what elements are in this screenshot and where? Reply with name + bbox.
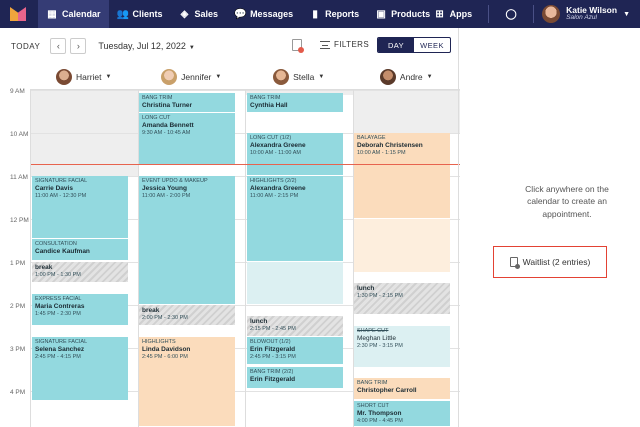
appointment[interactable]: BALAYAGE Deborah Christensen 10:00 AM - … [354,133,450,219]
staff-header: Harriet ▼ Jennifer ▼ Stella ▼ Andre ▼ [30,64,460,90]
time-label: 2 PM [10,303,26,310]
day-view-button[interactable]: DAY [378,38,414,52]
appointment[interactable]: CONSULTATION Candice Kaufman [32,239,128,261]
user-org: Salon Azul [566,14,597,22]
appointment[interactable]: SIGNATURE FACIAL Carrie Davis 11:00 AM -… [32,176,128,239]
today-button[interactable]: TODAY [11,41,41,51]
appointment[interactable]: LONG CUT Amanda Bennett 9:30 AM - 10:45 … [139,113,235,166]
appointment[interactable]: SHORT CUT Mr. Thompson 4:00 PM - 4:45 PM [354,401,450,427]
appointment[interactable]: BANG TRIM (2/2) Erin Fitzgerald [247,367,343,389]
appointment[interactable]: SIGNATURE FACIAL Selena Sanchez 2:45 PM … [32,337,128,401]
unavailable-block [246,90,353,95]
staff-stella[interactable]: Stella ▼ [245,64,353,89]
unavailable-block [353,90,460,133]
time-label: 3 PM [10,346,26,353]
clients-icon: 👥 [116,8,129,20]
time-label: 12 PM [10,217,29,224]
appointment[interactable]: EXPRESS FACIAL Maria Contreras 1:45 PM -… [32,294,128,326]
reports-icon: ▮ [312,8,318,20]
date-picker[interactable]: Tuesday, Jul 12, 2022 ▼ [98,41,195,51]
appointment[interactable]: BANG TRIM Christina Turner [139,93,235,113]
waitlist-icon [509,257,520,269]
calendar-grid[interactable]: SIGNATURE FACIAL Carrie Davis 11:00 AM -… [30,90,460,427]
appointment[interactable]: HIGHLIGHTS (2/2) Alexandra Greene 11:00 … [247,176,343,262]
time-label: 1 PM [10,260,26,267]
appointment[interactable]: BLOWOUT (1/2) Erin Fitzgerald 2:45 PM - … [247,337,343,365]
week-view-button[interactable]: WEEK [420,40,444,50]
filters-button[interactable]: FILTERS [320,40,369,49]
time-label: 11 AM [10,174,28,181]
nav-apps[interactable]: ⊞ Apps [435,8,473,20]
chat-bubble-icon: ◯ [505,8,517,20]
appointment[interactable]: BANG TRIM Cynthia Hall [247,93,343,113]
chevron-down-icon: ▼ [426,73,433,80]
user-menu[interactable]: Katie Wilson Salon Azul [566,6,617,22]
nav-products[interactable]: ▣ Products [376,8,431,20]
create-appointment-hint: Click anywhere on the calendar to create… [525,184,609,219]
chevron-down-icon: ▼ [188,45,195,51]
messages-icon: 💬 [234,8,247,20]
break-block[interactable]: lunch 2:15 PM - 2:45 PM [247,316,343,337]
staff-column[interactable] [246,90,354,427]
staff-andre[interactable]: Andre ▼ [353,64,461,89]
user-avatar[interactable] [542,5,561,23]
nav-divider [533,5,535,23]
staff-harriet[interactable]: Harriet ▼ [30,64,138,89]
user-name: Katie Wilson [566,5,618,16]
chevron-down-icon[interactable]: ▼ [623,10,630,18]
staff-column[interactable] [31,90,139,427]
chat-button[interactable]: ◯ [497,0,525,28]
chevron-down-icon: ▼ [318,73,325,80]
calendar-toolbar: TODAY ‹ › Tuesday, Jul 12, 2022 ▼ FILTERS… [0,28,458,64]
nav-messages[interactable]: 💬 Messages [234,8,294,20]
brand-logo[interactable] [10,7,26,21]
avatar [56,68,73,85]
avatar [273,68,290,85]
avatar [161,68,178,85]
prev-day-button[interactable]: ‹ [50,38,67,54]
break-block[interactable]: break 1:00 PM - 1:30 PM [32,262,128,283]
top-nav: ▦ Calendar 👥 Clients ◈ Sales 💬 Messages ▮ Rep… [0,0,640,28]
filter-icon [320,40,330,49]
break-block[interactable]: break 2:00 PM - 2:30 PM [139,305,235,326]
next-day-button[interactable]: › [70,38,87,54]
nav-calendar[interactable]: ▦ Calendar [38,0,109,28]
staff-column[interactable] [139,90,246,427]
appointment[interactable]: LONG CUT (1/2) Alexandra Greene 10:00 AM… [247,133,343,176]
current-time-line [31,164,460,165]
nav-clients[interactable]: 👥 Clients [116,8,163,20]
time-label: 4 PM [10,389,26,396]
appointment[interactable]: BANG TRIM Christopher Carroll [354,378,450,400]
avatar [379,68,396,85]
nav-sales[interactable]: ◈ Sales [171,0,227,28]
nav-divider [488,5,490,23]
chevron-down-icon: ▼ [215,73,222,80]
panel-divider [458,28,459,427]
break-block[interactable]: lunch 1:30 PM - 2:15 PM [354,283,450,315]
time-label: 10 AM [10,131,29,138]
time-label: 9 AM [10,88,25,95]
staff-jennifer[interactable]: Jennifer ▼ [138,64,246,89]
waitlist-button[interactable]: Waitlist (2 entries) [493,246,607,278]
appointment[interactable]: EVENT UPDO & MAKEUP Jessica Young 11:00 … [139,176,235,305]
appointment[interactable]: HIGHLIGHTS Linda Davidson 2:45 PM - 6:00… [139,337,235,427]
view-toggle: DAY WEEK [377,37,451,53]
appointment-continuation[interactable] [247,262,343,305]
products-icon: ▣ [376,8,386,20]
nav-reports[interactable]: ▮ Reports [301,0,367,28]
sales-icon: ◈ [180,8,189,20]
appointment[interactable]: SHAPE CUT Meghan Little 2:30 PM - 3:15 P… [354,326,450,368]
chevron-down-icon: ▼ [105,73,112,80]
apps-grid-icon: ⊞ [435,8,444,20]
time-gutter: 9 AM 10 AM 11 AM 12 PM 1 PM 2 PM 3 PM 4 … [0,88,30,427]
calendar-icon: ▦ [47,8,57,20]
appointment-continuation[interactable] [354,219,450,273]
calendar-alert-icon[interactable] [292,39,304,53]
